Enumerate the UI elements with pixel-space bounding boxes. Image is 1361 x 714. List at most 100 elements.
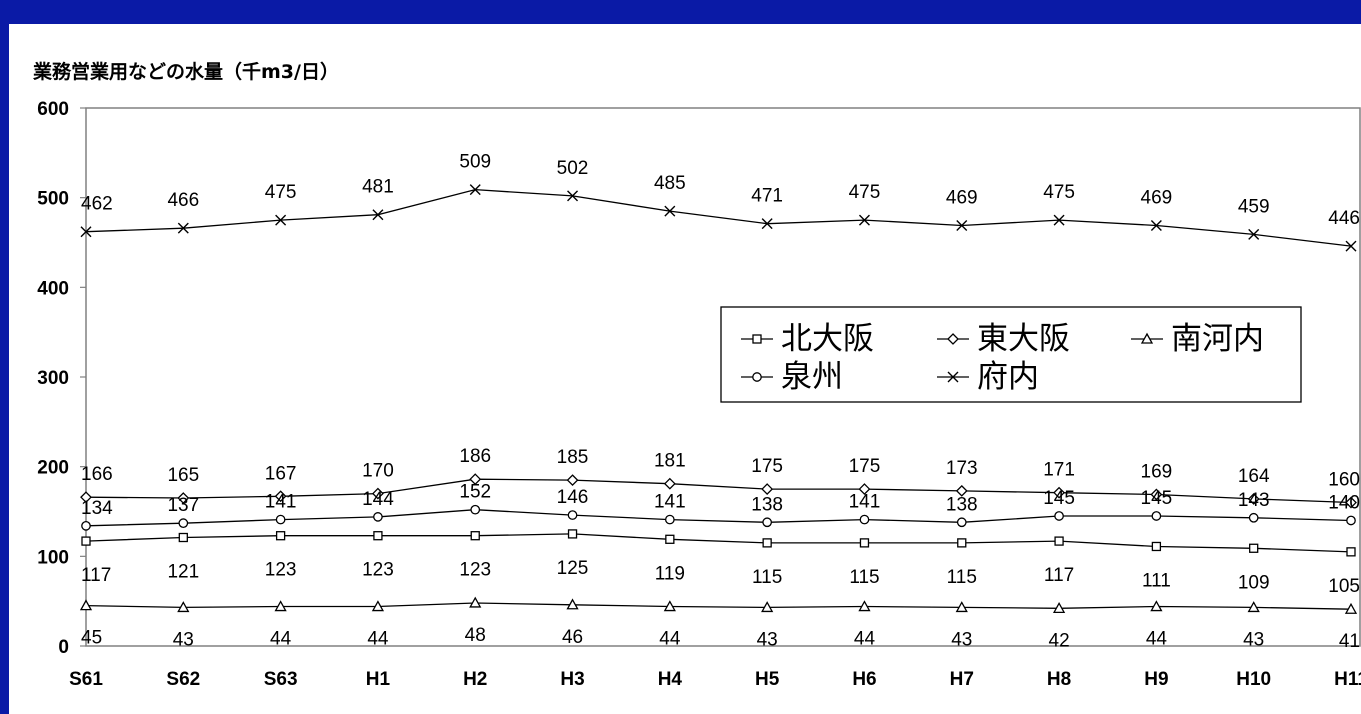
- legend-label: 南河内: [1171, 321, 1264, 357]
- data-label: 46: [562, 627, 583, 648]
- y-tick-label: 200: [37, 458, 69, 479]
- data-label: 146: [557, 487, 589, 508]
- y-tick-label: 400: [37, 278, 69, 299]
- data-label: 123: [459, 560, 491, 581]
- data-label: 502: [557, 158, 589, 179]
- data-point: [80, 491, 92, 504]
- data-point: [762, 538, 772, 548]
- data-point: [274, 490, 287, 503]
- data-point: [1150, 488, 1163, 501]
- data-point: [957, 538, 967, 548]
- data-point: [81, 536, 91, 546]
- data-point: [469, 473, 482, 486]
- data-point: [1247, 601, 1260, 613]
- legend-item: 東大阪: [937, 321, 1070, 357]
- series-line: [85, 188, 1352, 247]
- data-point: [469, 184, 481, 196]
- series-2: [80, 473, 1357, 509]
- data-label: 43: [173, 629, 194, 650]
- legend-marker: [1140, 332, 1154, 344]
- data-label: 475: [849, 182, 881, 203]
- y-tick-label: 500: [37, 189, 69, 210]
- x-tick-label: H1: [366, 669, 391, 690]
- data-label: 170: [362, 461, 394, 482]
- data-point: [1053, 486, 1065, 499]
- data-label: 459: [1238, 196, 1270, 217]
- data-point: [373, 531, 383, 541]
- data-point: [663, 477, 676, 490]
- x-tick-label: H8: [1047, 669, 1071, 690]
- legend-box: [720, 306, 1302, 403]
- data-point: [177, 601, 190, 613]
- slide-background: 業務営業用などの水量（千m3/日） 0 100 200 300 400 500 600 S6…: [9, 24, 1361, 714]
- data-point: [469, 596, 482, 608]
- data-label: 173: [946, 458, 978, 479]
- legend-label: 東大阪: [977, 321, 1070, 357]
- data-point: [275, 514, 286, 525]
- data-label: 141: [654, 492, 686, 513]
- data-label: 160: [1328, 470, 1360, 491]
- legend-item: 南河内: [1131, 321, 1264, 357]
- data-label: 466: [167, 190, 199, 211]
- data-label: 141: [849, 492, 881, 513]
- y-tick-label: 300: [37, 368, 69, 389]
- data-label: 175: [849, 456, 881, 477]
- data-point: [1150, 600, 1163, 612]
- data-label: 167: [265, 463, 297, 484]
- data-point: [1346, 515, 1356, 526]
- x-tick-label: H3: [560, 669, 584, 690]
- data-point: [665, 534, 675, 544]
- data-label: 141: [265, 492, 297, 513]
- y-tick-label: 100: [37, 547, 69, 568]
- data-point: [178, 518, 189, 529]
- data-point: [664, 205, 676, 217]
- data-point: [470, 504, 481, 515]
- data-point: [275, 531, 286, 541]
- data-label: 138: [946, 494, 978, 515]
- series-1: [81, 529, 1356, 557]
- data-label: 485: [654, 173, 686, 194]
- data-point: [956, 219, 968, 231]
- data-point: [372, 209, 384, 221]
- data-point: [80, 226, 92, 238]
- data-point: [955, 484, 968, 497]
- data-label: 185: [557, 447, 589, 468]
- data-point: [1053, 214, 1065, 226]
- data-label: 121: [167, 562, 199, 583]
- data-label: 123: [362, 560, 394, 581]
- data-point: [371, 600, 385, 612]
- x-tick-label: H2: [463, 669, 487, 690]
- data-point: [663, 600, 676, 612]
- line-chart: 業務営業用などの水量（千m3/日） 0 100 200 300 400 500 600 S6…: [32, 60, 1361, 690]
- legend-label: 北大阪: [781, 321, 874, 357]
- x-tick-label: S61: [69, 669, 103, 690]
- x-tick-label: H4: [658, 669, 683, 690]
- data-label: 134: [81, 498, 113, 519]
- data-label: 469: [1141, 187, 1173, 208]
- data-label: 171: [1043, 460, 1075, 481]
- data-point: [761, 483, 774, 496]
- data-point: [664, 514, 675, 525]
- data-label: 145: [1141, 488, 1173, 509]
- legend-item: 泉州: [741, 359, 843, 395]
- data-point: [1150, 219, 1162, 231]
- x-tick-label: H7: [950, 669, 974, 690]
- data-point: [859, 538, 870, 548]
- data-point: [373, 512, 383, 522]
- data-label: 44: [854, 629, 876, 650]
- data-label: 481: [362, 177, 394, 198]
- data-point: [955, 601, 968, 613]
- x-tick-label: H9: [1144, 669, 1168, 690]
- series-line: [85, 509, 1352, 527]
- data-label: 462: [81, 194, 113, 215]
- data-point: [956, 517, 967, 528]
- legend-marker: [752, 334, 762, 344]
- series-lines: [79, 184, 1358, 614]
- data-label: 43: [951, 629, 972, 650]
- legend-item: 北大阪: [741, 321, 874, 357]
- y-axis-label: 業務営業用などの水量（千m3/日）: [32, 60, 339, 83]
- data-label: 44: [1146, 629, 1168, 650]
- legend-label: 泉州: [781, 359, 843, 395]
- data-point: [178, 532, 188, 543]
